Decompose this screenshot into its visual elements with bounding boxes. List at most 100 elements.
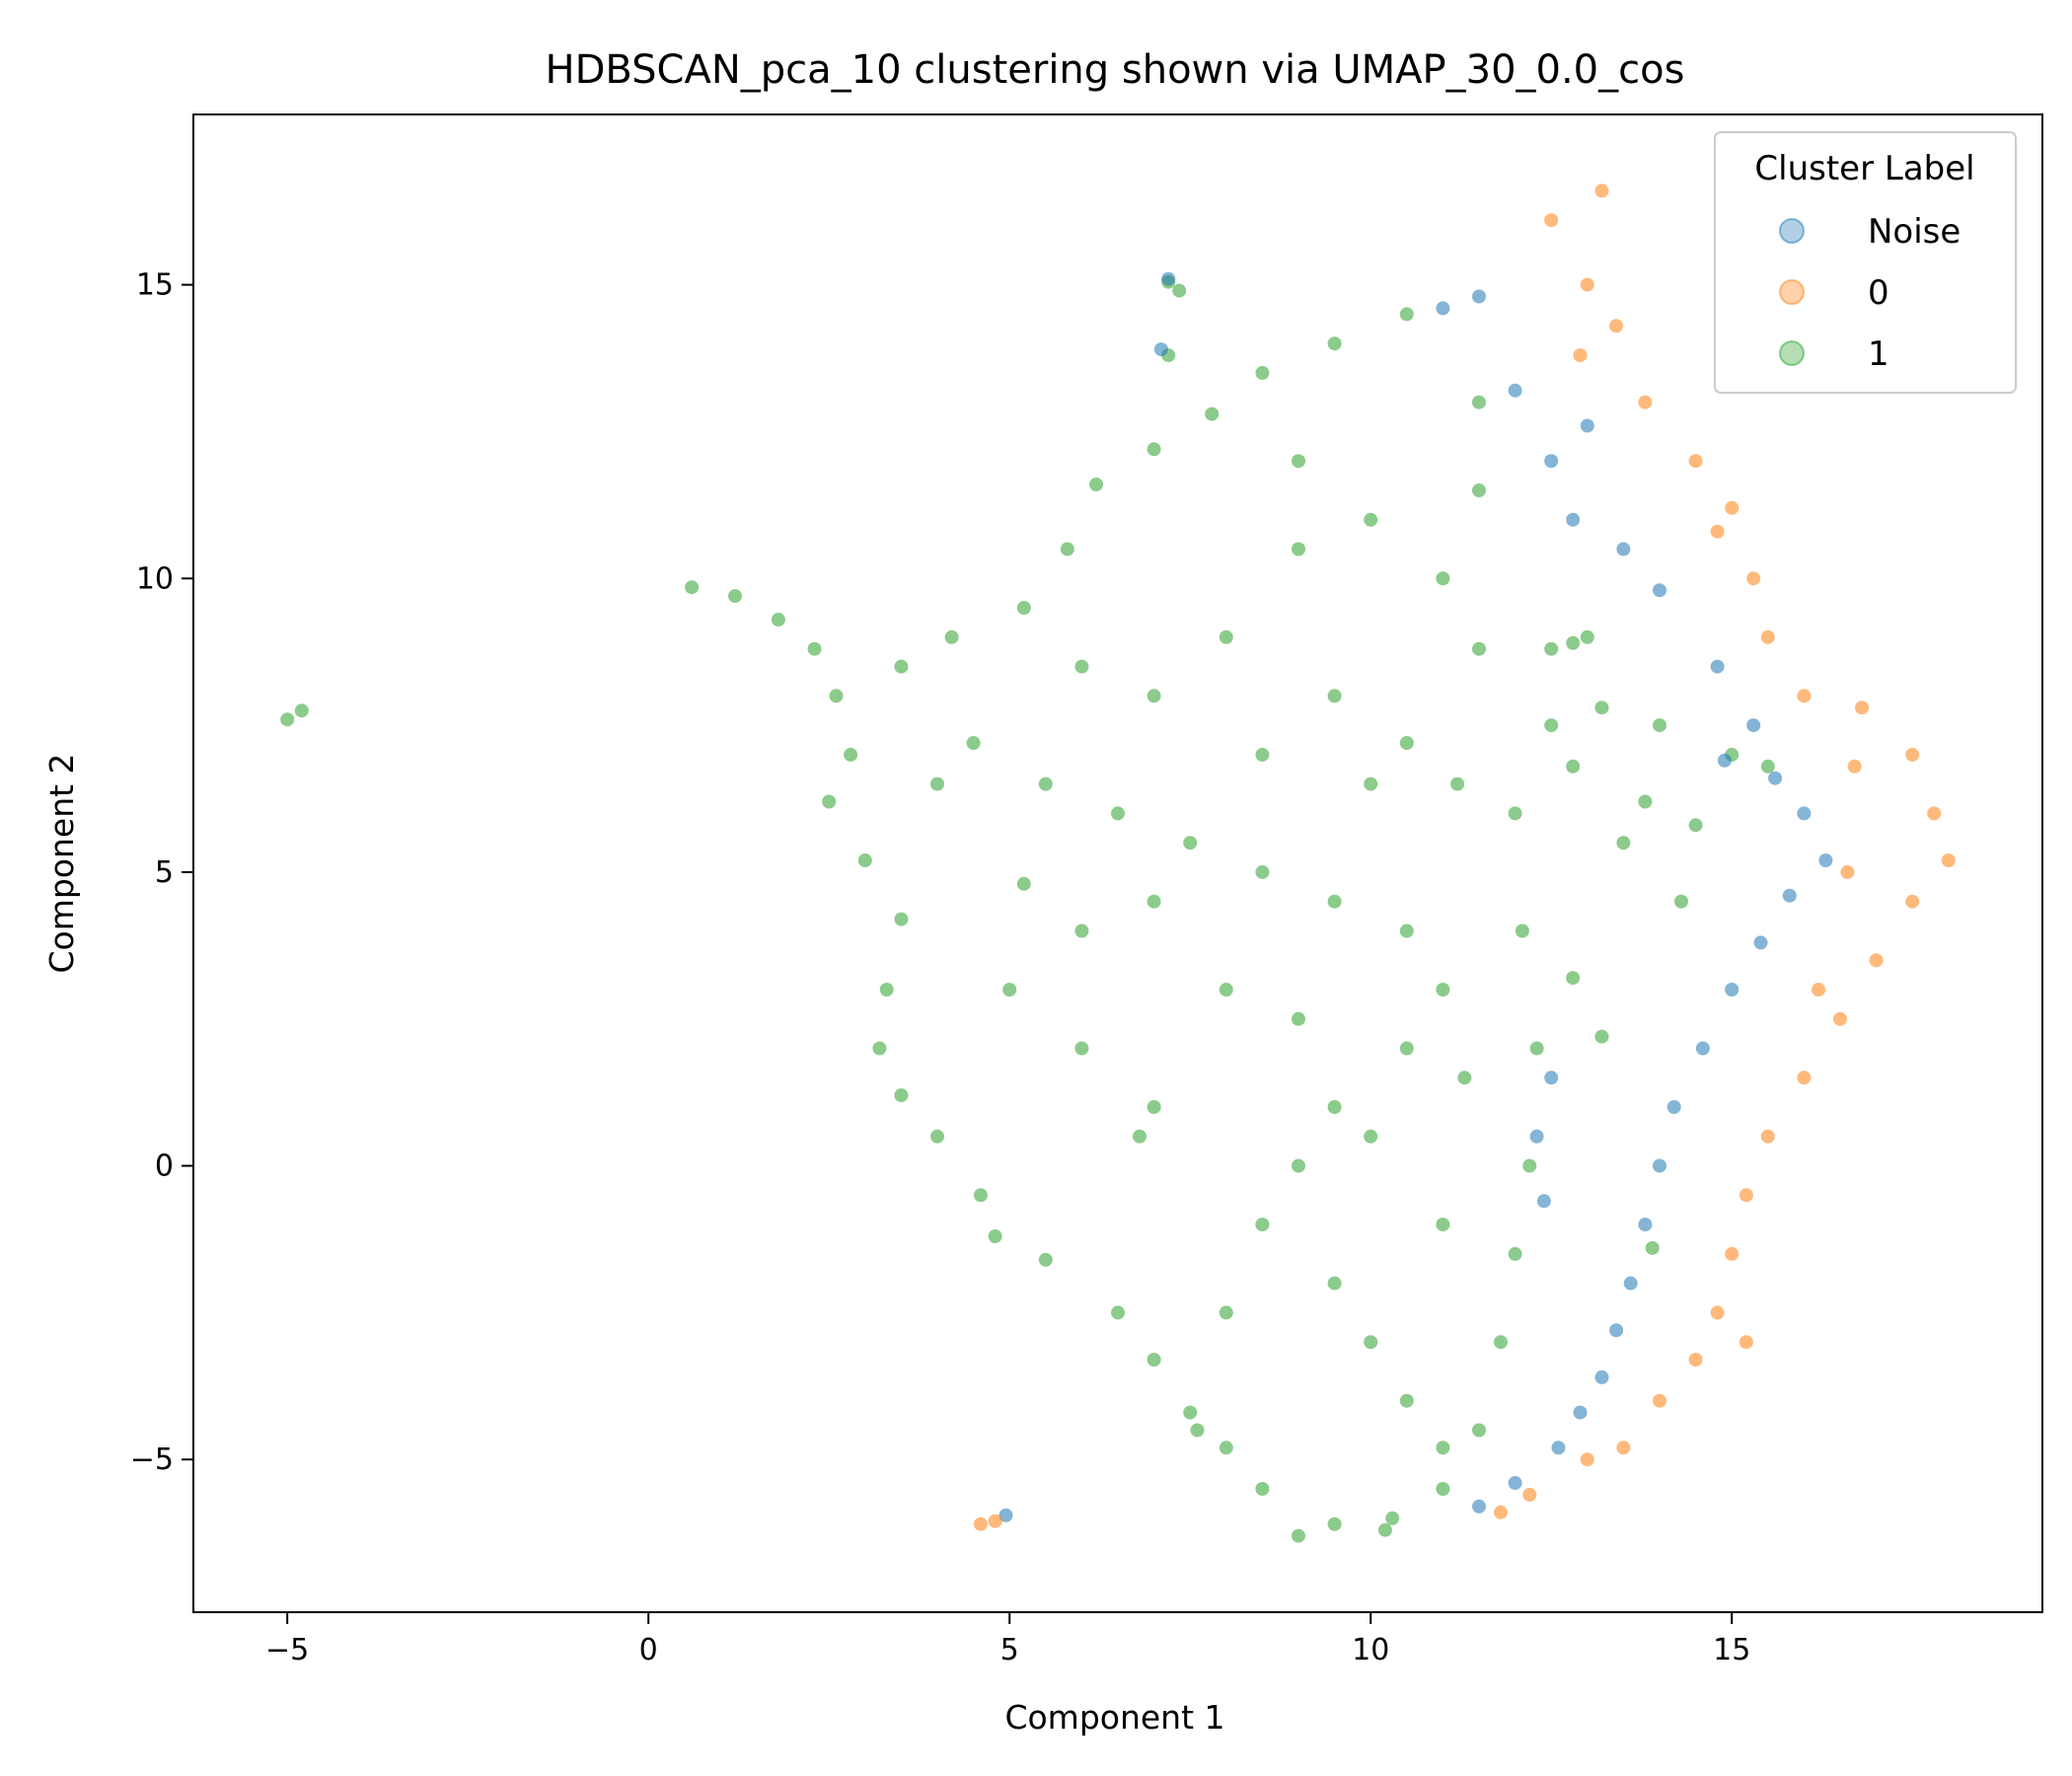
point-1 xyxy=(1515,924,1529,938)
point-1 xyxy=(1566,635,1581,650)
point-1 xyxy=(1016,876,1031,891)
point-noise xyxy=(1666,1100,1681,1114)
point-1 xyxy=(1399,1041,1414,1056)
point-1 xyxy=(1327,894,1342,909)
point-1 xyxy=(894,659,909,674)
point-0 xyxy=(1739,1335,1753,1350)
point-0 xyxy=(1812,983,1826,997)
point-1 xyxy=(1364,1129,1378,1144)
legend-marker-cluster-1 xyxy=(1779,340,1805,366)
point-1 xyxy=(1133,1129,1147,1144)
point-1 xyxy=(1472,395,1486,409)
point-0 xyxy=(1797,689,1812,703)
point-1 xyxy=(1364,1335,1378,1350)
point-1 xyxy=(944,629,959,644)
point-1 xyxy=(1594,701,1609,715)
point-1 xyxy=(1616,836,1631,851)
point-1 xyxy=(1255,1218,1270,1232)
point-noise xyxy=(1797,806,1812,821)
point-1 xyxy=(1674,894,1688,909)
point-1 xyxy=(930,1129,944,1144)
point-noise xyxy=(1710,659,1725,674)
legend-label-cluster-1: 1 xyxy=(1868,334,1889,374)
point-1 xyxy=(1147,689,1161,703)
y-tick-label: 15 xyxy=(136,268,174,303)
point-1 xyxy=(1327,689,1342,703)
point-noise xyxy=(1695,1041,1710,1056)
point-0 xyxy=(1494,1505,1508,1519)
point-0 xyxy=(1616,1441,1631,1455)
point-noise xyxy=(1544,1071,1559,1085)
point-1 xyxy=(685,580,700,595)
point-1 xyxy=(1172,283,1187,298)
point-0 xyxy=(1840,864,1855,879)
plot-frame xyxy=(192,113,2043,1613)
x-tick-label: 10 xyxy=(1352,1633,1389,1667)
point-1 xyxy=(1760,759,1775,774)
point-0 xyxy=(1797,1071,1812,1085)
point-noise xyxy=(1161,271,1176,286)
y-axis: −5 0 5 10 15 xyxy=(130,268,193,1477)
points-layer xyxy=(280,184,1956,1543)
point-1 xyxy=(930,777,944,791)
point-noise xyxy=(1580,418,1594,433)
point-noise xyxy=(1153,342,1168,357)
point-1 xyxy=(844,747,858,762)
point-1 xyxy=(1219,1305,1233,1320)
point-1 xyxy=(1494,1335,1508,1350)
point-0 xyxy=(1905,747,1920,762)
point-1 xyxy=(1292,454,1305,469)
y-axis-label: Component 2 xyxy=(42,753,81,973)
point-1 xyxy=(1255,365,1270,380)
point-1 xyxy=(966,736,981,750)
point-0 xyxy=(1941,853,1956,867)
point-1 xyxy=(1544,718,1559,733)
point-0 xyxy=(1905,894,1920,909)
point-noise xyxy=(1653,1158,1666,1173)
point-1 xyxy=(1522,1158,1537,1173)
point-0 xyxy=(1522,1487,1537,1502)
point-1 xyxy=(1399,736,1414,750)
point-0 xyxy=(1725,500,1739,515)
point-0 xyxy=(1725,1246,1739,1261)
x-tick-label: 0 xyxy=(639,1633,658,1667)
point-1 xyxy=(1472,483,1486,497)
point-noise xyxy=(1717,753,1732,768)
point-1 xyxy=(1327,1517,1342,1531)
point-1 xyxy=(1292,542,1305,556)
point-1 xyxy=(1638,794,1653,809)
point-1 xyxy=(1111,806,1125,821)
point-noise xyxy=(1653,583,1666,598)
point-1 xyxy=(1364,777,1378,791)
point-1 xyxy=(1183,836,1198,851)
point-1 xyxy=(1219,1441,1233,1455)
x-axis: −5 0 5 10 15 xyxy=(265,1612,1750,1667)
y-tick-label: 10 xyxy=(136,561,174,596)
point-1 xyxy=(1566,759,1581,774)
point-noise xyxy=(1594,1369,1609,1384)
point-1 xyxy=(1219,629,1233,644)
point-noise xyxy=(1508,1476,1522,1490)
point-1 xyxy=(1089,478,1103,491)
point-1 xyxy=(1377,1522,1392,1537)
chart-title: HDBSCAN_pca_10 clustering shown via UMAP… xyxy=(546,47,1685,93)
point-1 xyxy=(1645,1240,1660,1255)
point-1 xyxy=(1436,1441,1450,1455)
point-1 xyxy=(1508,806,1522,821)
point-0 xyxy=(1760,1129,1775,1144)
point-noise xyxy=(1768,771,1783,785)
x-tick-label: 5 xyxy=(1000,1633,1019,1667)
point-noise xyxy=(1725,983,1739,997)
point-noise xyxy=(999,1508,1013,1522)
point-1 xyxy=(1292,1528,1305,1543)
point-1 xyxy=(1147,1100,1161,1114)
legend-marker-cluster-0 xyxy=(1779,279,1805,305)
point-1 xyxy=(1111,1305,1125,1320)
point-1 xyxy=(1147,1353,1161,1367)
point-noise xyxy=(1753,935,1768,950)
point-noise xyxy=(1544,454,1559,469)
point-0 xyxy=(1746,571,1761,586)
point-0 xyxy=(1847,759,1862,774)
point-1 xyxy=(1183,1405,1198,1420)
point-1 xyxy=(857,853,872,867)
